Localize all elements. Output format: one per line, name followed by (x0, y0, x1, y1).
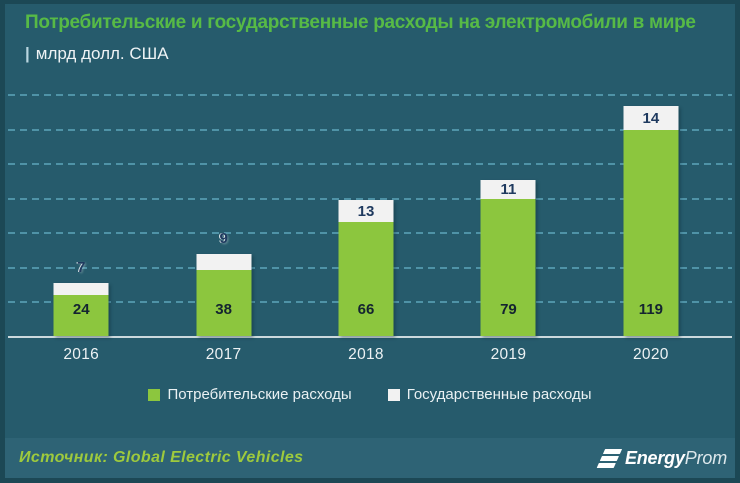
consumer-value-label-2019: 79 (500, 301, 517, 318)
bar-slot-2020: 119 14 2020 (580, 94, 722, 363)
bar-slot-2018: 66 13 2018 (295, 94, 437, 363)
energyprom-logo-icon (596, 448, 623, 468)
source-label: Источник: Global Electric Vehicles (19, 449, 304, 466)
legend-label-government: Государственные расходы (406, 386, 592, 403)
bar-stack-2019: 79 11 (480, 180, 536, 336)
chart-subtitle: | млрд долл. США (25, 44, 169, 64)
consumer-value-label-2020: 119 (638, 301, 663, 318)
government-segment-2020 (623, 106, 679, 130)
government-segment-2016 (53, 283, 109, 295)
consumer-segment-2018 (338, 222, 394, 336)
chart-title: Потребительские и государственные расход… (25, 12, 696, 33)
bar-slot-2017: 9 38 2017 (152, 94, 294, 363)
government-value-label-2017: 9 (219, 230, 228, 247)
government-segment-2017 (196, 254, 252, 270)
bar-slot-2016: 7 24 2016 (10, 94, 152, 363)
bar-stack-2016: 24 (53, 283, 109, 336)
government-value-label-2020: 14 (642, 110, 660, 127)
x-axis-label-2018: 2018 (348, 346, 384, 363)
consumer-value-label-2017: 38 (215, 301, 232, 318)
consumer-value-label-2018: 66 (357, 301, 375, 318)
legend-item-consumer: Потребительские расходы (148, 386, 352, 403)
x-axis-label-2016: 2016 (63, 346, 100, 363)
bars-area: 7 24 2016 9 38 2017 66 13 2018 79 11 2019 119 14 2020 (10, 94, 722, 363)
consumer-value-label-2016: 24 (72, 301, 90, 318)
x-axis-label-2019: 2019 (490, 346, 527, 363)
legend-swatch-government (387, 389, 400, 401)
bar-stack-2017: 38 (196, 254, 252, 336)
government-segment-2019 (480, 180, 536, 199)
consumer-segment-2020 (623, 130, 679, 336)
consumer-segment-2019 (480, 199, 536, 336)
legend-swatch-consumer (148, 389, 161, 401)
energyprom-logo-text: EnergyProm (625, 448, 727, 469)
consumer-segment-2017 (196, 270, 252, 336)
subtitle-unit-label: млрд долл. США (35, 44, 169, 63)
government-value-label-2019: 11 (500, 181, 517, 198)
x-axis-line (8, 336, 732, 338)
bar-slot-2019: 79 11 2019 (437, 94, 579, 363)
legend-item-government: Государственные расходы (387, 386, 592, 403)
logo-text-bold: Energy (624, 447, 685, 468)
government-segment-2018 (338, 200, 394, 222)
gridline-140 (8, 94, 732, 96)
logo-text-light: Prom (684, 447, 727, 468)
x-axis-label-2020: 2020 (632, 346, 669, 363)
bar-stack-2018: 66 13 (338, 200, 394, 336)
gridline-120 (8, 128, 732, 131)
energyprom-logo: EnergyProm (596, 438, 727, 478)
government-value-label-2018: 13 (357, 203, 375, 220)
bar-stack-2020: 119 14 (623, 106, 679, 336)
chart-plot-background: Потребительские и государственные расход… (5, 4, 735, 478)
subtitle-pipe: | (25, 44, 30, 63)
government-value-label-2016: 7 (77, 259, 86, 276)
gridline-100 (8, 163, 732, 166)
gridline-80 (8, 197, 732, 200)
legend: Потребительские расходы Государственные р… (5, 386, 735, 403)
legend-label-consumer: Потребительские расходы (167, 386, 352, 403)
x-axis-label-2017: 2017 (205, 346, 242, 363)
consumer-segment-2016 (53, 295, 109, 336)
footer-band: Источник: Global Electric Vehicles Energ… (5, 438, 735, 478)
